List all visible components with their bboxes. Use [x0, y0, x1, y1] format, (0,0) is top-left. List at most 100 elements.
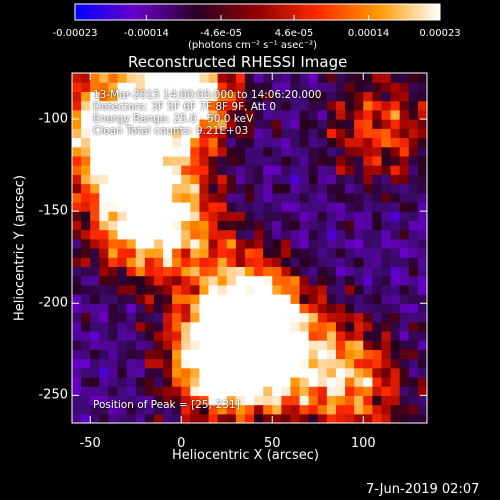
heatmap-cell — [244, 229, 255, 240]
heatmap-cell — [126, 367, 137, 378]
heatmap-cell — [99, 229, 110, 240]
heatmap-cell — [153, 284, 164, 295]
heatmap-cell — [217, 192, 228, 203]
heatmap-cell — [208, 73, 219, 83]
heatmap-cell — [263, 165, 273, 175]
heatmap-cell — [408, 358, 419, 369]
heatmap-cell — [381, 220, 392, 231]
heatmap-cell — [335, 321, 346, 332]
heatmap-cell — [153, 294, 164, 304]
heatmap-cell — [81, 155, 91, 166]
heatmap-cell — [290, 358, 301, 369]
heatmap-cell — [144, 266, 155, 277]
heatmap-cell — [417, 192, 428, 203]
heatmap-cell — [326, 155, 337, 166]
heatmap-cell — [108, 91, 119, 102]
heatmap-cell — [235, 386, 246, 396]
heatmap-cell — [345, 201, 355, 212]
heatmap-cell — [144, 119, 155, 129]
heatmap-cell — [153, 229, 164, 240]
heatmap-cell — [363, 349, 373, 360]
heatmap-cell — [126, 404, 137, 415]
heatmap-cell — [144, 376, 155, 387]
heatmap-cell — [153, 358, 164, 369]
heatmap-cell — [235, 303, 246, 314]
heatmap-cell — [335, 257, 346, 268]
heatmap-cell — [163, 183, 173, 194]
heatmap-cell — [181, 183, 191, 194]
heatmap-cell — [345, 128, 355, 139]
heatmap-cell — [372, 109, 383, 120]
heatmap-cell — [345, 229, 355, 240]
heatmap-cell — [163, 201, 173, 212]
heatmap-cell — [299, 321, 310, 332]
heatmap-cell — [244, 220, 255, 231]
heatmap-cell — [390, 266, 401, 277]
heatmap-cell — [172, 165, 182, 175]
heatmap-cell — [363, 248, 373, 258]
heatmap-cell — [390, 248, 401, 258]
heatmap-cell — [354, 266, 364, 277]
heatmap-cell — [217, 82, 228, 93]
heatmap-cell — [90, 330, 100, 341]
heatmap-cell — [217, 238, 228, 249]
heatmap-cell — [299, 192, 310, 203]
heatmap-cell — [244, 294, 255, 304]
heatmap-cell — [217, 109, 228, 120]
heatmap-cell — [390, 312, 401, 323]
heatmap-cell — [399, 183, 410, 194]
heatmap-cell — [81, 266, 91, 277]
heatmap-cell — [90, 155, 100, 166]
heatmap-cell — [354, 330, 364, 341]
heatmap-cell — [254, 137, 264, 148]
heatmap-cell — [281, 303, 292, 314]
heatmap-cell — [417, 128, 428, 139]
heatmap-cell — [290, 91, 301, 102]
heatmap-cell — [163, 238, 173, 249]
heatmap-cell — [190, 165, 201, 175]
heatmap-cell — [163, 413, 173, 424]
heatmap-cell — [153, 211, 164, 221]
heatmap-cell — [399, 284, 410, 295]
heatmap-cell — [399, 119, 410, 129]
heatmap-cell — [72, 137, 82, 148]
y-axis-label: Heliocentric Y (arcsec) — [12, 175, 28, 321]
heatmap-cell — [172, 201, 182, 212]
heatmap-cell — [244, 321, 255, 332]
heatmap-cell — [217, 137, 228, 148]
heatmap-cell — [226, 321, 237, 332]
heatmap-cell — [90, 257, 100, 268]
heatmap-cell — [372, 201, 383, 212]
heatmap-cell — [199, 109, 210, 120]
heatmap-cell — [326, 367, 337, 378]
heatmap-cell — [199, 376, 210, 387]
heatmap-cell — [199, 395, 210, 406]
heatmap-cell — [399, 386, 410, 396]
heatmap-cell — [317, 257, 328, 268]
heatmap-cell — [172, 73, 182, 83]
heatmap-cell — [72, 192, 82, 203]
heatmap-cell — [172, 128, 182, 139]
heatmap-cell — [217, 229, 228, 240]
heatmap-cell — [153, 146, 164, 157]
heatmap-cell — [290, 201, 301, 212]
heatmap-cell — [172, 119, 182, 129]
heatmap-cell — [417, 340, 428, 350]
heatmap-cell — [190, 395, 201, 406]
heatmap-cell — [235, 248, 246, 258]
heatmap-cell — [153, 201, 164, 212]
heatmap-cell — [299, 201, 310, 212]
heatmap-cell — [317, 165, 328, 175]
heatmap-cell — [208, 340, 219, 350]
heatmap-cell — [117, 275, 128, 286]
heatmap-cell — [181, 91, 191, 102]
heatmap-cell — [354, 404, 364, 415]
heatmap-cell — [354, 220, 364, 231]
heatmap-cell — [381, 119, 392, 129]
heatmap-cell — [254, 174, 264, 185]
heatmap-cell — [72, 257, 82, 268]
heatmap-cell — [417, 174, 428, 185]
heatmap-cell — [72, 211, 82, 221]
heatmap-cell — [153, 183, 164, 194]
heatmap-cell — [263, 330, 273, 341]
